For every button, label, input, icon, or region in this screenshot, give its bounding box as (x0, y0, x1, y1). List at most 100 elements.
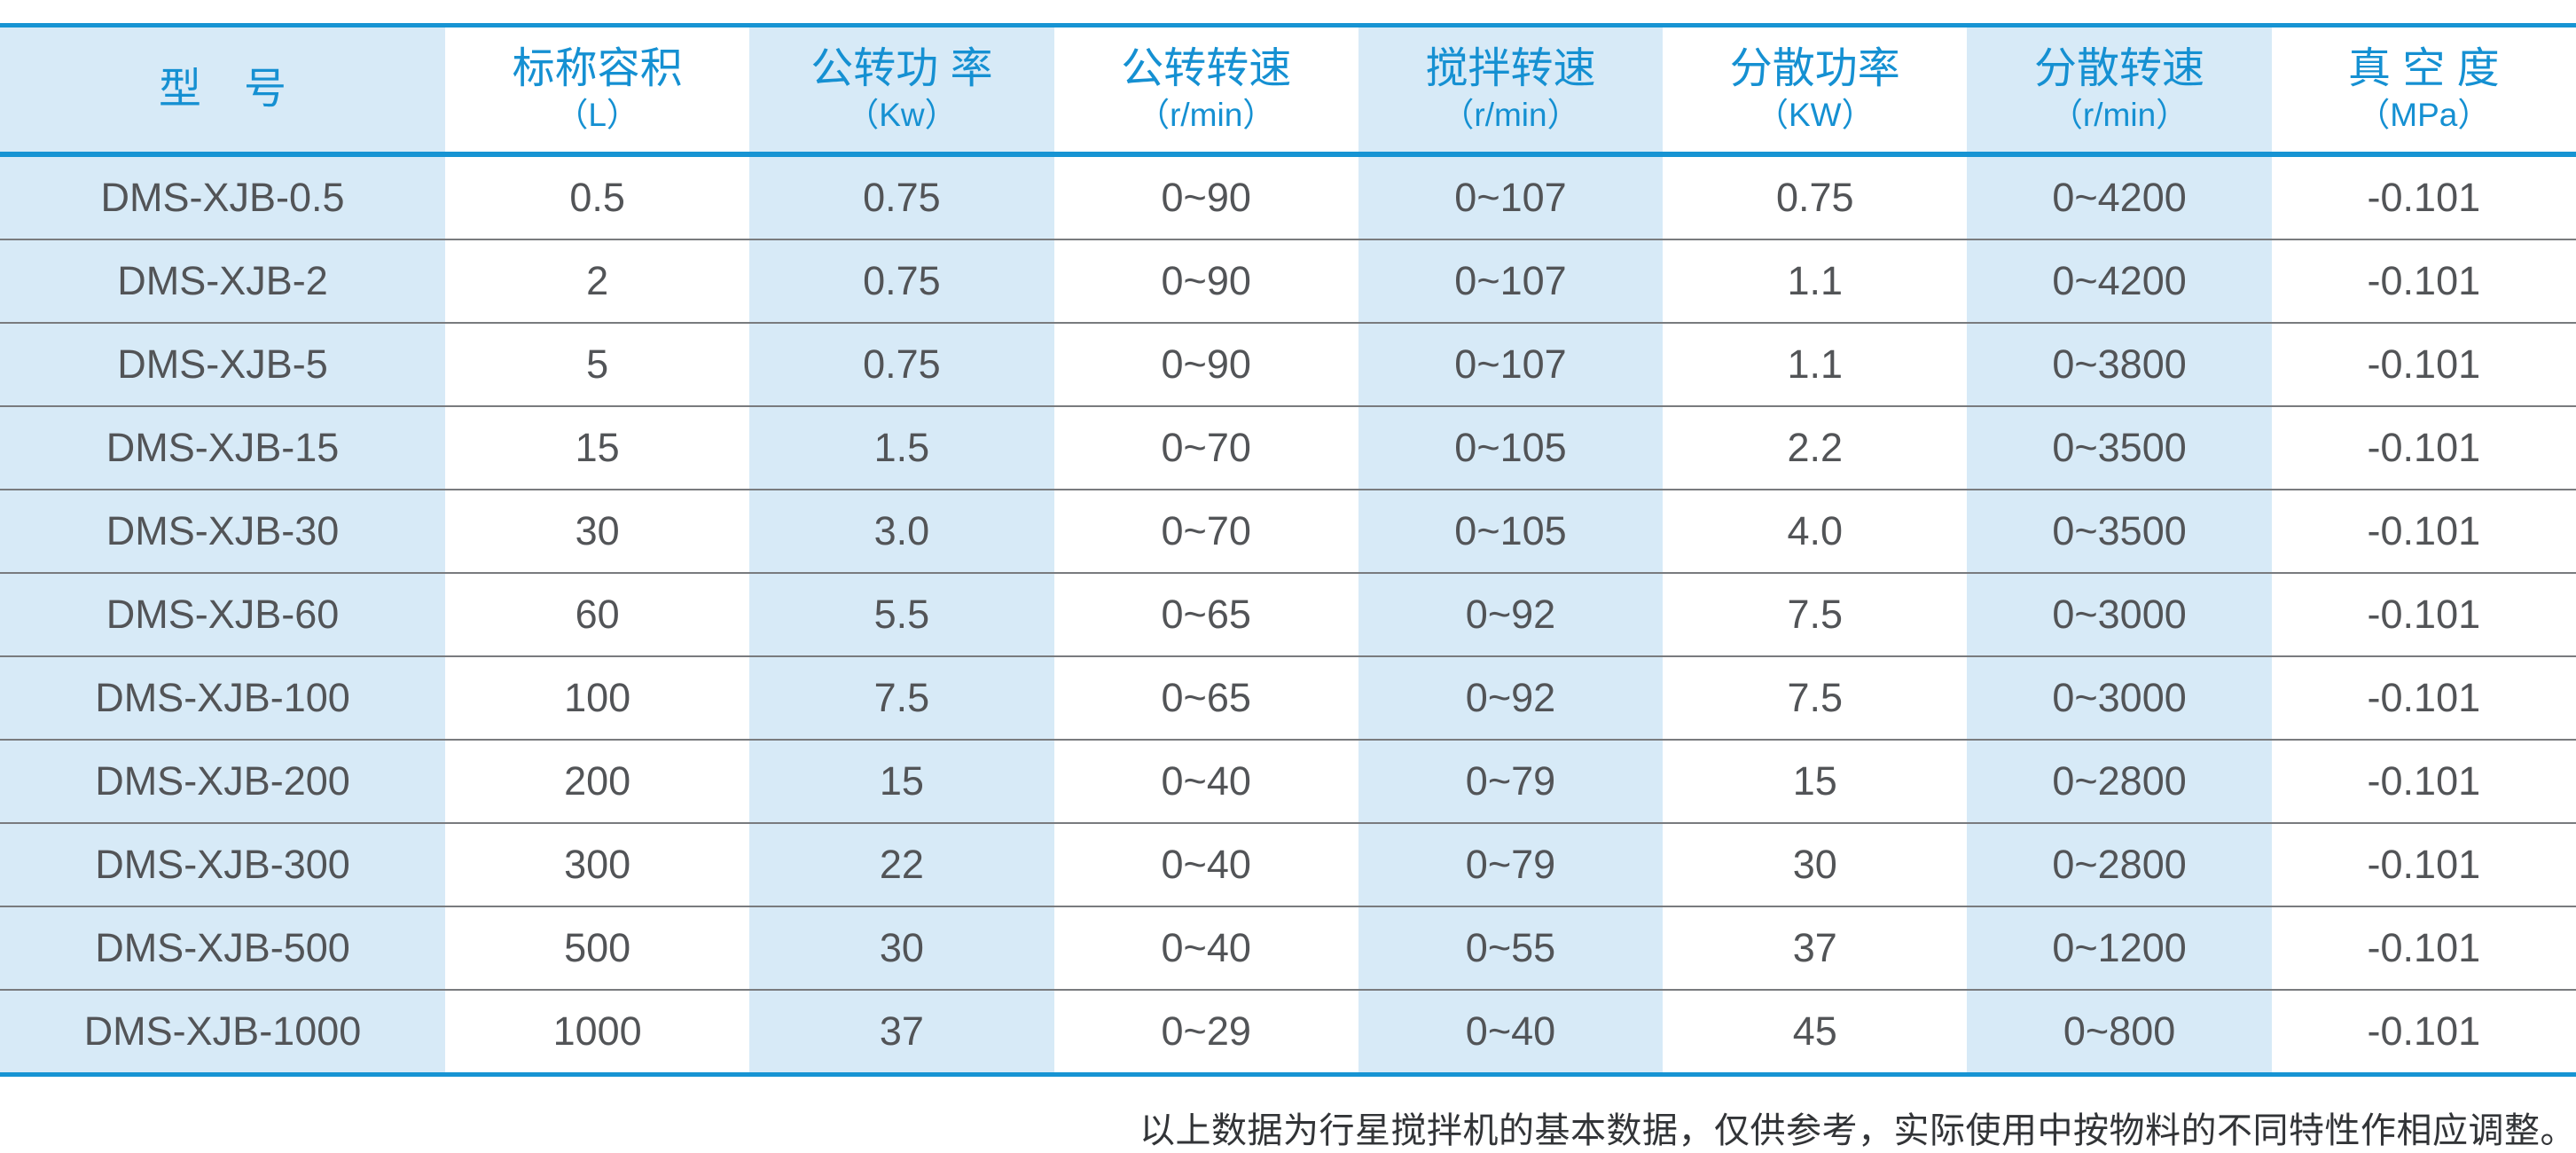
table-cell: 15 (575, 425, 620, 470)
table-row: DMS-XJB-500 500 30 0~40 0~55 37 0~1200 -0.101 (0, 907, 2576, 991)
table-cell: 5.5 (749, 574, 1054, 655)
header-cell-label: 公转转速 (1121, 45, 1292, 93)
table-cell: -0.101 (2367, 258, 2481, 303)
table-cell: 15 (1792, 758, 1837, 804)
table-row: DMS-XJB-2 2 0.75 0~90 0~107 1.1 0~4200 -0.101 (0, 240, 2576, 324)
table-cell: 0~29 (1161, 1008, 1251, 1054)
table-cell: 1.1 (1787, 341, 1844, 387)
table-cell: 0~3000 (1967, 657, 2272, 739)
table-cell: 0~4200 (1967, 157, 2272, 239)
table-cell: 100 (564, 675, 631, 720)
table-cell: -0.101 (2367, 425, 2481, 470)
table-cell: 0~55 (1358, 907, 1664, 989)
table-cell: 0~92 (1358, 574, 1664, 655)
table-cell: 7.5 (1787, 675, 1844, 720)
table-cell: 15 (749, 741, 1054, 822)
table-row: DMS-XJB-30 30 3.0 0~70 0~105 4.0 0~3500 -0.101 (0, 490, 2576, 574)
header-cell-label: 标称容积 (512, 45, 683, 93)
table-cell: 0~3500 (1967, 490, 2272, 572)
table-cell: 1.5 (749, 407, 1054, 489)
table-cell: -0.101 (2367, 1008, 2481, 1054)
header-cell-unit: （Kw） (846, 96, 958, 133)
header-cell-unit: （r/min） (1441, 96, 1580, 133)
table-cell: 5 (586, 341, 609, 387)
header-cell: 标称容积 （L） (445, 27, 749, 152)
header-cell: 公转转速 （r/min） (1054, 27, 1358, 152)
header-cell: 分散功率 （KW） (1663, 27, 1967, 152)
table-cell: 0~40 (1358, 991, 1664, 1072)
table-cell: 0~92 (1358, 657, 1664, 739)
table-cell: 30 (575, 508, 620, 553)
header-cell-unit: （r/min） (2049, 96, 2189, 133)
table-cell: 1.1 (1787, 258, 1844, 303)
header-cell-unit: （r/min） (1137, 96, 1276, 133)
model-cell: DMS-XJB-30 (0, 490, 445, 572)
table-top-border (0, 23, 2576, 27)
model-cell: DMS-XJB-5 (0, 324, 445, 405)
table-row: DMS-XJB-60 60 5.5 0~65 0~92 7.5 0~3000 -0.101 (0, 574, 2576, 657)
table-cell: 0.75 (749, 240, 1054, 322)
header-cell-unit: （MPa） (2357, 96, 2491, 133)
table-cell: -0.101 (2367, 175, 2481, 220)
table-cell: 0~65 (1161, 675, 1251, 720)
table-cell: 0~2800 (1967, 741, 2272, 822)
header-bottom-border (0, 152, 2576, 157)
table-cell: 0~800 (1967, 991, 2272, 1072)
model-cell: DMS-XJB-0.5 (0, 157, 445, 239)
table-cell: 0~105 (1358, 407, 1664, 489)
table-cell: 0~2800 (1967, 824, 2272, 906)
table-cell: 0~65 (1161, 592, 1251, 637)
table-cell: 0~3500 (1967, 407, 2272, 489)
model-cell: DMS-XJB-200 (0, 741, 445, 822)
table-cell: 0~79 (1358, 824, 1664, 906)
table-cell: 0.75 (749, 324, 1054, 405)
table-cell: 0~40 (1161, 925, 1251, 970)
header-cell-label: 分散转速 (2034, 45, 2205, 93)
table-cell: -0.101 (2367, 508, 2481, 553)
table-cell: 0~79 (1358, 741, 1664, 822)
header-cell: 公转功 率（Kw） (749, 27, 1054, 152)
table-row: DMS-XJB-5 5 0.75 0~90 0~107 1.1 0~3800 -0.101 (0, 324, 2576, 407)
table-row: DMS-XJB-300 300 22 0~40 0~79 30 0~2800 -0.101 (0, 824, 2576, 907)
table-cell: 45 (1792, 1008, 1837, 1054)
header-cell-label: 分散功率 (1729, 45, 1900, 93)
planetary-mixer-spec-table: 型 号标称容积 （L） 公转功 率（Kw） 公转转速 （r/min） 搅拌转速 （r/min… (0, 23, 2576, 1077)
table-cell: 0.75 (1775, 175, 1854, 220)
table-cell: 0.5 (569, 175, 625, 220)
table-cell: 0~90 (1161, 258, 1251, 303)
table-cell: 4.0 (1787, 508, 1844, 553)
table-cell: 0~107 (1358, 157, 1664, 239)
table-row: DMS-XJB-200 200 15 0~40 0~79 15 0~2800 -0.101 (0, 741, 2576, 824)
table-cell: -0.101 (2367, 592, 2481, 637)
table-cell: 0~40 (1161, 758, 1251, 804)
header-cell-unit: （L） (555, 96, 639, 133)
header-cell: 搅拌转速 （r/min） (1358, 27, 1664, 152)
table-row: DMS-XJB-100 100 7.5 0~65 0~92 7.5 0~3000 -0.101 (0, 657, 2576, 741)
table-cell: 30 (1792, 842, 1837, 887)
table-cell: 7.5 (749, 657, 1054, 739)
model-cell: DMS-XJB-15 (0, 407, 445, 489)
table-bottom-border (0, 1072, 2576, 1077)
table-row: DMS-XJB-15 15 1.5 0~70 0~105 2.2 0~3500 -0.101 (0, 407, 2576, 490)
table-cell: 0~1200 (1967, 907, 2272, 989)
table-cell: 0~70 (1161, 508, 1251, 553)
header-cell-label: 真 空 度 (2348, 45, 2500, 93)
header-cell: 分散转速 （r/min） (1967, 27, 2272, 152)
table-row: DMS-XJB-1000 1000 37 0~29 0~40 45 0~800 -0.101 (0, 991, 2576, 1072)
table-cell: -0.101 (2367, 675, 2481, 720)
model-cell: DMS-XJB-1000 (0, 991, 445, 1072)
table-cell: 0~107 (1358, 240, 1664, 322)
table-cell: 1000 (552, 1008, 642, 1054)
model-cell: DMS-XJB-2 (0, 240, 445, 322)
header-cell-label: 型 号 (158, 66, 286, 114)
table-cell: 3.0 (749, 490, 1054, 572)
table-cell: -0.101 (2367, 842, 2481, 887)
header-cell: 真 空 度（MPa） (2272, 27, 2576, 152)
header-cell-unit: （KW） (1755, 96, 1875, 133)
table-cell: 0.75 (749, 157, 1054, 239)
table-cell: 7.5 (1787, 592, 1844, 637)
table-cell: 22 (749, 824, 1054, 906)
table-cell: 0~70 (1161, 425, 1251, 470)
table-row: DMS-XJB-0.5 0.5 0.75 0~90 0~107 0.75 0~4200 -0.… (0, 157, 2576, 240)
